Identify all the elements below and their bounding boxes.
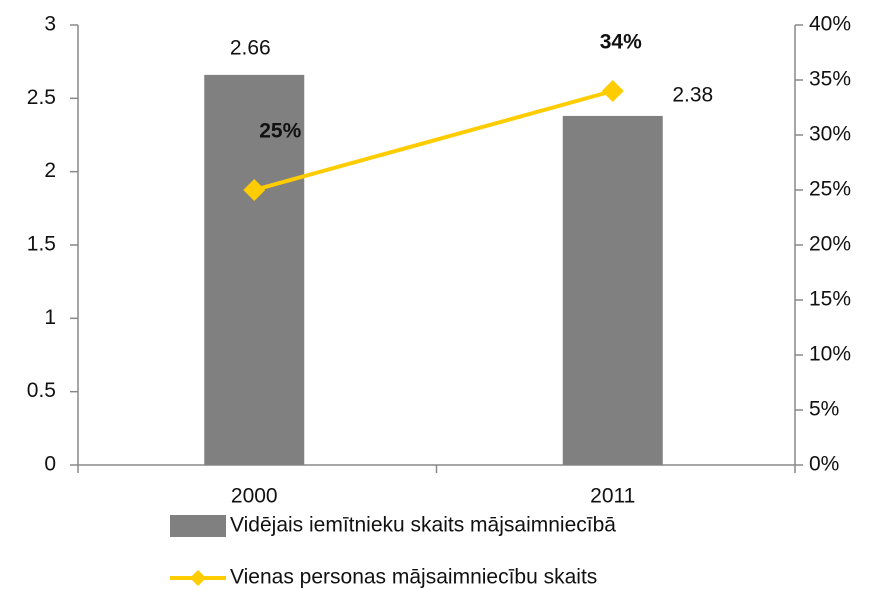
line-value-label: 34% bbox=[600, 31, 642, 54]
y2-tick-label: 40% bbox=[809, 13, 851, 36]
y-tick-label: 2.5 bbox=[27, 86, 56, 109]
bar-value-label: 2.66 bbox=[230, 36, 271, 59]
y2-tick-label: 20% bbox=[809, 233, 851, 256]
y2-tick-label: 0% bbox=[809, 453, 839, 476]
y2-tick-label: 15% bbox=[809, 288, 851, 311]
y-tick-label: 1 bbox=[44, 306, 56, 329]
bar-value-label: 2.38 bbox=[672, 83, 713, 106]
legend-marker bbox=[190, 570, 206, 586]
y2-tick-label: 10% bbox=[809, 343, 851, 366]
y2-tick-label: 5% bbox=[809, 398, 839, 421]
line-marker bbox=[243, 179, 266, 201]
x-tick-label: 2011 bbox=[590, 485, 635, 508]
y-tick-label: 2 bbox=[44, 159, 56, 182]
legend-label: Vidējais iemītnieku skaits mājsaimniecīb… bbox=[230, 514, 616, 537]
x-tick-label: 2000 bbox=[231, 485, 278, 508]
y-tick-label: 1.5 bbox=[27, 233, 56, 256]
legend-label: Vienas personas mājsaimniecību skaits bbox=[230, 566, 597, 589]
y2-tick-label: 25% bbox=[809, 178, 851, 201]
bar bbox=[204, 74, 305, 465]
y2-tick-label: 35% bbox=[809, 68, 851, 91]
line-marker bbox=[601, 80, 624, 102]
line-value-label: 25% bbox=[259, 120, 301, 143]
bar bbox=[562, 115, 663, 465]
y-tick-label: 3 bbox=[44, 13, 56, 36]
y-tick-label: 0.5 bbox=[27, 379, 56, 402]
y2-tick-label: 30% bbox=[809, 123, 851, 146]
legend-swatch bbox=[170, 515, 226, 537]
line bbox=[253, 89, 614, 192]
y-tick-label: 0 bbox=[44, 453, 56, 476]
